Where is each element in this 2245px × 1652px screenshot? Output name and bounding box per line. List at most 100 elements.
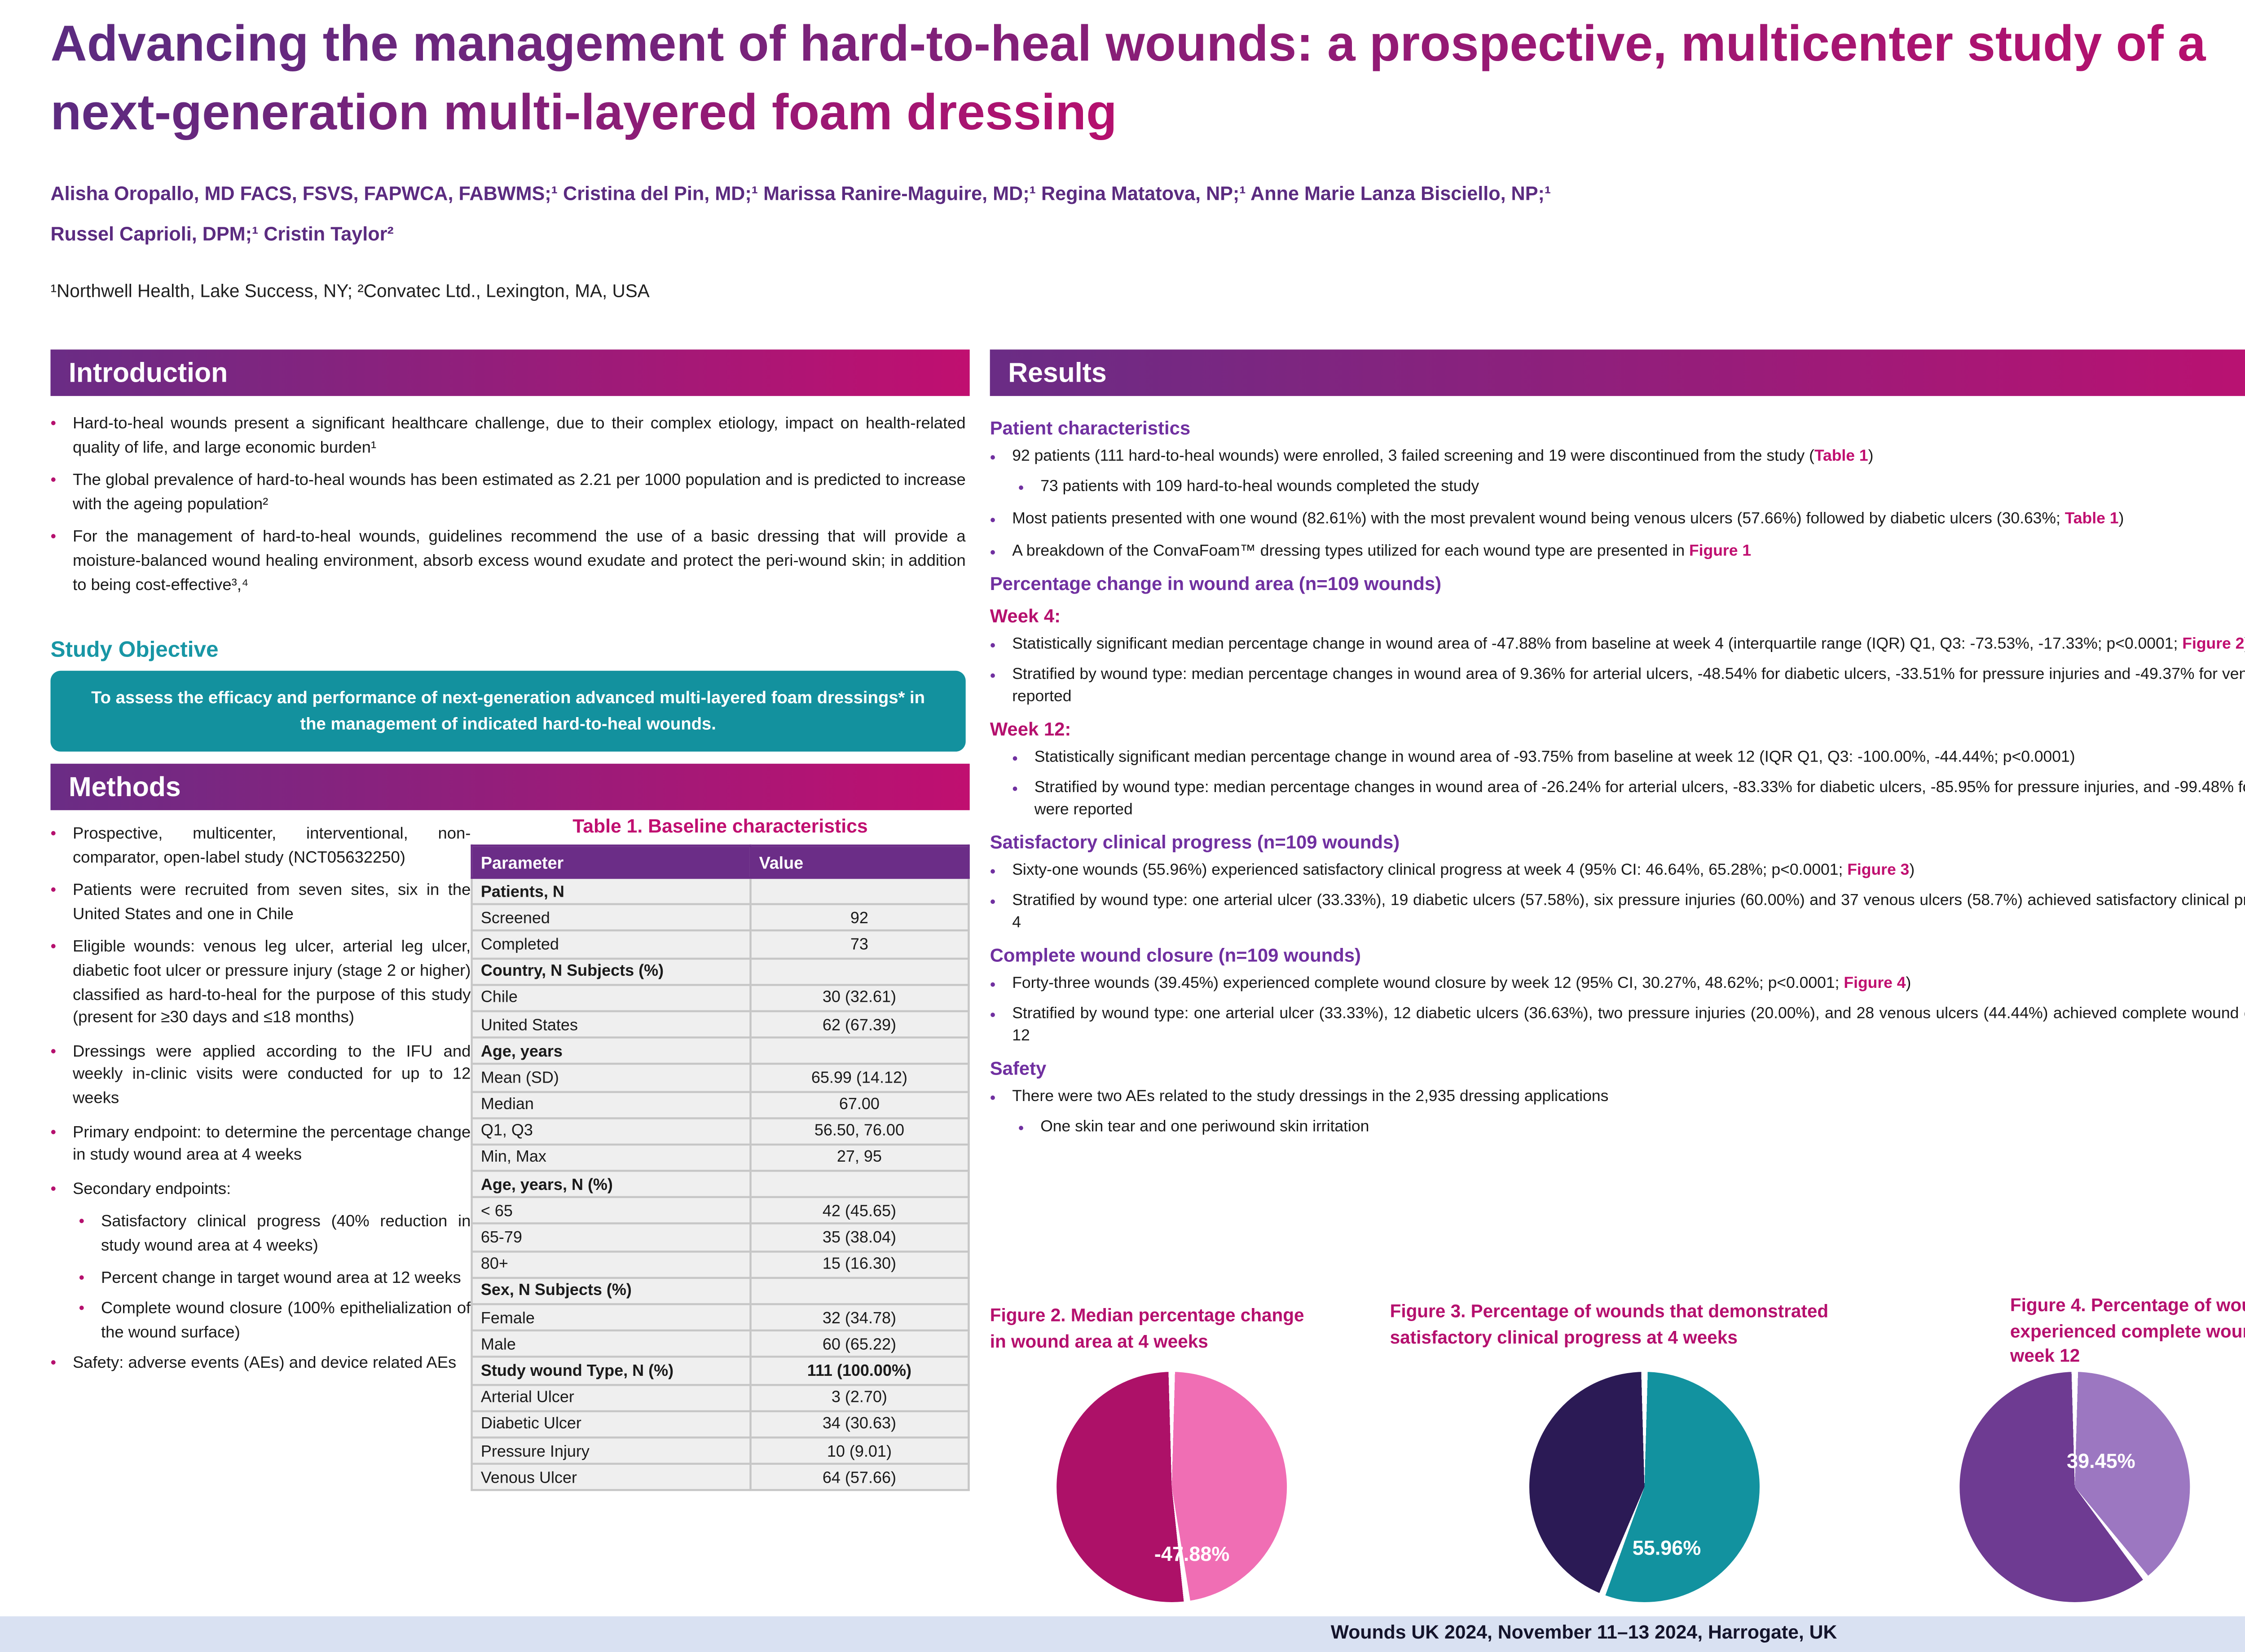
table-row: United States 62 (67.39) [471, 1010, 970, 1039]
table-cell-value [749, 1170, 970, 1199]
bullet-text: A breakdown of the ConvaFoam™ dressing t… [1012, 540, 1752, 559]
table-cell-parameter: Male [471, 1330, 751, 1359]
table-cell-parameter: Sex, N Subjects (%) [471, 1276, 751, 1305]
table-row: Sex, N Subjects (%) [471, 1276, 970, 1305]
table-row: Male 60 (65.22) [471, 1330, 970, 1359]
bullet-item: • Hard-to-heal wounds present a significa… [50, 412, 965, 459]
table-cell-value: 62 (67.39) [749, 1010, 970, 1039]
table-row: < 65 42 (45.65) [471, 1196, 970, 1225]
cross-reference: Table 1 [2065, 509, 2119, 528]
bullet-icon: • [50, 1179, 57, 1198]
authors: Alisha Oropallo, MD FACS, FSVS, FAPWCA, … [50, 176, 2245, 256]
bullet-item: • Stratified by wound type: one arterial … [990, 1005, 2245, 1048]
cross-reference: Table 1 [1814, 446, 1868, 464]
table-cell-parameter: Venous Ulcer [471, 1463, 751, 1492]
bullet-item: • Patients were recruited from seven site… [50, 879, 471, 926]
bullet-icon: • [990, 1088, 996, 1107]
bullet-icon: • [50, 881, 57, 900]
bullet-icon: • [50, 1122, 57, 1141]
table-row: Chile 30 (32.61) [471, 983, 970, 1012]
bullet-text: One skin tear and one periwound skin irr… [1040, 1118, 1369, 1136]
bullet-icon: • [990, 1007, 996, 1025]
bullet-icon: • [990, 636, 996, 654]
table-cell-parameter: Median [471, 1090, 751, 1119]
table-cell-parameter: Mean (SD) [471, 1063, 751, 1092]
table-cell-value: 92 [749, 903, 970, 932]
bullet-icon: • [1018, 1120, 1024, 1138]
table-cell-value: 10 (9.01) [749, 1436, 970, 1465]
table-cell-parameter: Pressure Injury [471, 1436, 751, 1465]
bullet-text: Prospective, multicenter, interventional… [72, 824, 471, 866]
bullet-icon: • [50, 938, 57, 956]
bullet-text: Stratified by wound type: median percent… [1034, 778, 2245, 819]
methods-list: • Prospective, multicenter, interventiona… [50, 822, 471, 1386]
bullet-icon: • [50, 471, 57, 489]
study-objective-text: To assess the efficacy and performance o… [91, 687, 925, 734]
bullet-icon: • [50, 1354, 57, 1373]
bullet-icon: • [1018, 480, 1024, 498]
table-cell-parameter: Arterial Ulcer [471, 1383, 751, 1412]
bullet-text: Hard-to-heal wounds present a significan… [72, 414, 966, 456]
table-cell-value: 34 (30.63) [749, 1410, 970, 1439]
bullet-item: • 92 patients (111 hard-to-heal wounds) w… [990, 446, 2245, 469]
poster-title: Advancing the management of hard-to-heal… [50, 10, 2245, 147]
bullet-icon: • [1012, 780, 1018, 799]
bullet-item: • Dressings were applied according to the… [50, 1040, 471, 1110]
table-header-value: Value [749, 844, 970, 879]
bullet-item: • Safety: adverse events (AEs) and device… [50, 1352, 471, 1375]
results-subheading: Complete wound closure (n=109 wounds) [990, 945, 1361, 966]
results-subheading: Week 12: [990, 719, 1071, 740]
bullet-icon: • [1012, 749, 1018, 767]
authors-line2: Russel Caprioli, DPM;¹ Cristin Taylor² [50, 224, 394, 247]
table1-title: Table 1. Baseline characteristics [572, 816, 868, 839]
section-header-introduction: Introduction [50, 349, 970, 396]
table-row: 80+ 15 (16.30) [471, 1250, 970, 1279]
table-row: 65-79 35 (38.04) [471, 1223, 970, 1252]
bullet-item: • Eligible wounds: venous leg ulcer, arte… [50, 936, 471, 1030]
authors-line1: Alisha Oropallo, MD FACS, FSVS, FAPWCA, … [50, 184, 1551, 206]
figure3-caption: Figure 3. Percentage of wounds that demo… [1390, 1301, 1829, 1347]
bullet-item: • Forty-three wounds (39.45%) experienced… [990, 973, 2245, 996]
bullet-icon: • [990, 511, 996, 529]
table-row: Q1, Q3 56.50, 76.00 [471, 1116, 970, 1145]
bullet-item: • Stratified by wound type: median percen… [1012, 779, 2245, 822]
bullet-item: • Statistically significant median percen… [990, 634, 2245, 657]
bullet-item: • There were two AEs related to the study… [990, 1086, 2245, 1110]
bullet-item: • Statistically significant median percen… [1012, 747, 2245, 771]
bullet-text: Stratified by wound type: one arterial u… [1012, 1004, 2245, 1045]
table-row: Age, years [471, 1036, 970, 1066]
bullet-icon: • [990, 894, 996, 912]
table-row: Completed 73 [471, 930, 970, 959]
bullet-text: Stratified by wound type: median percent… [1012, 665, 2245, 705]
table-cell-parameter: Age, years, N (%) [471, 1170, 751, 1199]
table-row: Female 32 (34.78) [471, 1303, 970, 1332]
bullet-text: Complete wound closure (100% epitheliali… [101, 1299, 471, 1341]
bullet-icon: • [990, 448, 996, 467]
table-row: Age, years, N (%) [471, 1170, 970, 1199]
figure2-caption: Figure 2. Median percentage change in wo… [990, 1305, 1304, 1351]
table-cell-value: 111 (100.00%) [749, 1356, 970, 1385]
bullet-text: Statistically significant median percent… [1034, 747, 2075, 766]
table-cell-value: 15 (16.30) [749, 1250, 970, 1279]
bullet-icon: • [50, 414, 57, 432]
section-header-results: Results [990, 349, 2245, 396]
cross-reference: Figure 1 [1689, 540, 1752, 559]
bullet-text: Most patients presented with one wound (… [1012, 509, 2124, 528]
bullet-text: For the management of hard-to-heal wound… [72, 528, 966, 593]
table-row: Venous Ulcer 64 (57.66) [471, 1463, 970, 1492]
sub-bullet-item: • Percent change in target wound area at … [79, 1266, 471, 1289]
poster-title-line2: next-generation multi-layered foam dress… [50, 79, 1117, 147]
table-cell-value: 56.50, 76.00 [749, 1116, 970, 1145]
table-header-parameter: Parameter [471, 844, 751, 879]
table-row: Study wound Type, N (%) 111 (100.00%) [471, 1356, 970, 1385]
cross-reference: Figure 3 [1847, 860, 1910, 879]
table-row: Median 67.00 [471, 1090, 970, 1119]
sub-bullet-item: • Satisfactory clinical progress (40% red… [79, 1211, 471, 1258]
pie-data-label: -47.88% [1154, 1544, 1230, 1567]
table-cell-value: 65.99 (14.12) [749, 1063, 970, 1092]
cross-reference: Figure 2 [2182, 634, 2245, 652]
table-cell-parameter: Min, Max [471, 1143, 751, 1172]
table-cell-value: 32 (34.78) [749, 1303, 970, 1332]
cross-reference: Figure 4 [1844, 973, 1906, 991]
